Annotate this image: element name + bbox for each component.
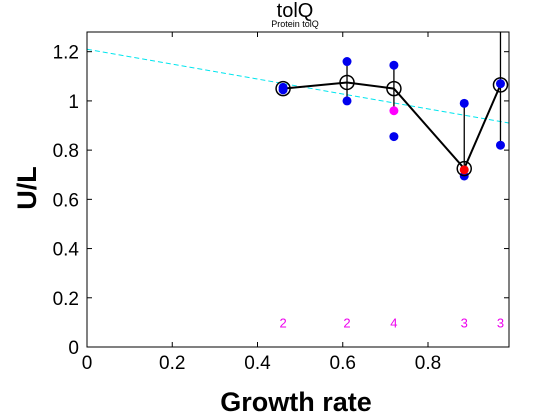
x-tick-label: 0.2 [159,353,185,374]
y-tick-label: 0.6 [53,190,79,211]
replicate-point [389,132,399,142]
plot-area: 2 2 4 3 3 [87,32,509,330]
highlighted-point [389,106,399,116]
x-tick-label: 0.8 [415,353,441,374]
axes-frame [86,31,510,348]
count-label: 2 [279,315,286,330]
y-tick-label: 0.8 [53,141,79,162]
replicate-point [459,98,469,108]
x-tick-label: 0.4 [244,353,271,374]
replicate-point [342,96,352,106]
replicate-point [495,79,505,89]
x-axis-label: Growth rate [220,387,372,417]
replicate-point [389,60,399,70]
count-label: 4 [390,315,397,330]
chart-title: tolQ [277,0,314,22]
mean-marker [386,80,402,97]
axis-ticks: 0 0.2 0.4 0.6 0.8 0 0.2 0.4 0.6 0.8 1 1.2 [53,32,509,374]
x-tick-label: 0 [82,353,93,374]
y-tick-label: 0 [68,338,79,359]
count-label: 3 [461,315,468,330]
mean-line [282,81,502,171]
x-tick-label: 0.6 [330,353,356,374]
replicate-point [495,140,505,150]
y-tick-label: 0.2 [53,289,79,310]
count-label: 3 [497,315,504,330]
fit-line [87,48,509,124]
y-axis-label: U/L [12,166,42,210]
chart-subtitle: Protein tolQ [271,19,319,29]
replicate-point [342,57,352,67]
replicate-point [278,85,288,95]
mean-marker [275,80,291,97]
count-label: 2 [343,315,350,330]
highlighted-point [459,165,469,175]
y-tick-label: 1 [68,92,79,113]
mean-marker [492,77,509,93]
mean-marker [339,74,355,91]
y-tick-label: 1.2 [53,43,79,64]
mean-marker [456,160,472,177]
y-tick-label: 0.4 [53,240,80,261]
